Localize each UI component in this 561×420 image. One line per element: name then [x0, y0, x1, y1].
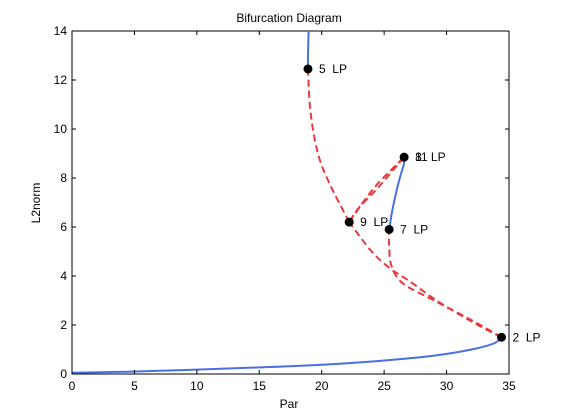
axes-box: [71, 30, 510, 375]
chart-title: Bifurcation Diagram: [236, 11, 341, 25]
limit-point-label: 8: [415, 150, 422, 164]
x-tick-label: 20: [315, 379, 329, 393]
y-tick-label: 14: [54, 24, 68, 38]
x-tick-label: 35: [502, 379, 516, 393]
y-tick-label: 0: [60, 367, 67, 381]
stable-branch-line: [71, 336, 503, 374]
x-tick-label: 30: [440, 379, 454, 393]
limit-point-label: 7 LP: [400, 222, 428, 236]
unstable-branch-line: [387, 229, 503, 339]
special-point-group: 2 LP 5 LP 7 LP 811 LP 9 LP: [303, 62, 541, 344]
y-tick-label: 10: [54, 122, 68, 136]
plot-area: [71, 30, 510, 375]
stable-branch-line: [306, 30, 310, 69]
unstable-branch-line: [348, 156, 405, 223]
limit-point-label: 11 LP: [415, 150, 445, 164]
limit-point-label: 5 LP: [319, 62, 347, 76]
limit-point-marker: [399, 152, 409, 162]
axis-ticks: 0 5 10 15 20 25 30 35 0 2 4 6 8 10 12 14: [54, 24, 516, 393]
y-tick-label: 4: [60, 269, 67, 283]
limit-point-marker: [384, 224, 394, 234]
limit-point-marker: [497, 332, 507, 342]
y-tick-label: 12: [54, 73, 68, 87]
y-tick-label: 2: [60, 318, 67, 332]
x-axis-title: Par: [280, 397, 299, 411]
limit-point-marker: [344, 217, 354, 227]
limit-point-label: 9 LP: [360, 215, 388, 229]
y-axis-title: L2norm: [29, 183, 43, 224]
x-tick-label: 5: [131, 379, 138, 393]
y-tick-label: 6: [60, 220, 67, 234]
unstable-branch-line: [348, 221, 502, 339]
x-tick-label: 10: [190, 379, 204, 393]
x-tick-label: 15: [253, 379, 267, 393]
limit-point-label: 2 LP: [513, 330, 541, 344]
y-tick-label: 8: [60, 171, 67, 185]
x-tick-label: 25: [377, 379, 391, 393]
x-tick-label: 0: [69, 379, 76, 393]
limit-point-marker: [303, 64, 313, 74]
